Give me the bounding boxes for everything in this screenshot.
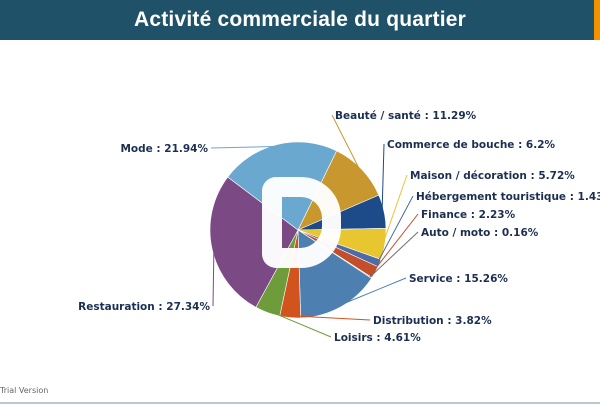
slice-label-3: Hébergement touristique : 1.43% bbox=[416, 191, 600, 203]
slice-label-8: Loisirs : 4.61% bbox=[334, 332, 421, 344]
header-accent bbox=[594, 0, 600, 40]
watermark-logo bbox=[262, 177, 341, 268]
leader-line-10 bbox=[210, 145, 278, 149]
header-bar: Activité commerciale du quartier bbox=[0, 0, 600, 40]
leader-line-6 bbox=[339, 277, 407, 306]
slice-label-1: Commerce de bouche : 6.2% bbox=[387, 139, 556, 151]
slice-label-0: Beauté / santé : 11.29% bbox=[335, 110, 477, 122]
pie-slice-9 bbox=[209, 176, 299, 308]
slice-label-10: Mode : 21.94% bbox=[120, 143, 208, 155]
leader-line-5 bbox=[369, 231, 419, 278]
slice-label-5: Auto / moto : 0.16% bbox=[421, 227, 539, 239]
slice-label-9: Restauration : 27.34% bbox=[78, 301, 210, 313]
page-title: Activité commerciale du quartier bbox=[133, 8, 466, 31]
footer-divider bbox=[0, 402, 600, 404]
leader-line-0 bbox=[331, 114, 361, 171]
leader-line-1 bbox=[381, 143, 385, 212]
leader-line-9 bbox=[212, 248, 215, 307]
slice-label-2: Maison / décoration : 5.72% bbox=[410, 170, 575, 182]
slice-label-4: Finance : 2.23% bbox=[421, 209, 516, 221]
leader-line-3 bbox=[377, 195, 414, 263]
leader-line-7 bbox=[290, 315, 371, 321]
leader-line-8 bbox=[268, 310, 332, 338]
leader-line-2 bbox=[382, 174, 408, 244]
trial-watermark-text: Trial Version bbox=[0, 386, 49, 395]
chart-area: Beauté / santé : 11.29% Commerce de bouch… bbox=[0, 40, 600, 400]
slice-label-7: Distribution : 3.82% bbox=[373, 315, 492, 327]
pie-chart: Beauté / santé : 11.29% Commerce de bouch… bbox=[78, 110, 600, 344]
slice-label-6: Service : 15.26% bbox=[409, 273, 508, 285]
leader-line-4 bbox=[373, 213, 419, 272]
